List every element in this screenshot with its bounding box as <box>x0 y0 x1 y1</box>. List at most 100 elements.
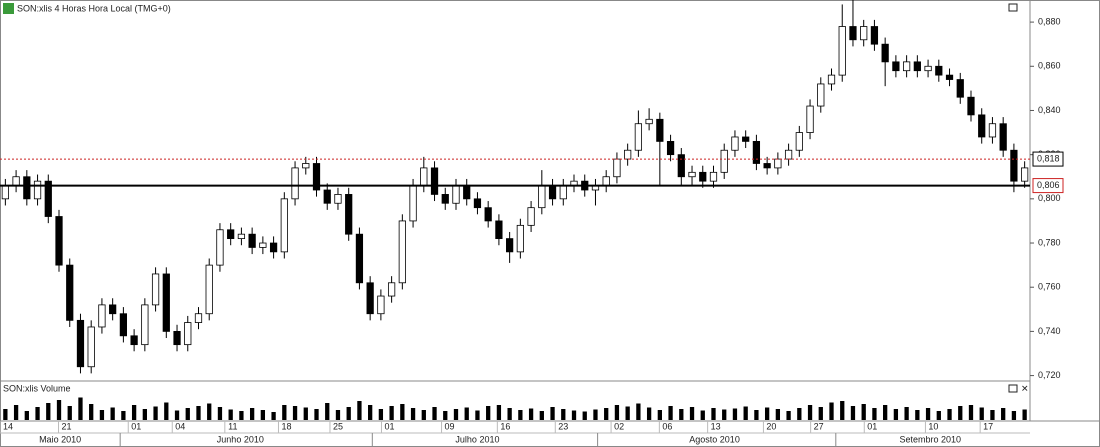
candle-body <box>76 319 85 368</box>
volume-bar <box>46 403 51 420</box>
x-tick-label: 23 <box>558 421 568 431</box>
candle-body <box>398 220 406 284</box>
volume-bar <box>947 409 952 420</box>
volume-bar <box>271 412 276 420</box>
volume-bar <box>56 400 62 420</box>
candle-body <box>87 326 95 368</box>
candle-body <box>184 322 192 346</box>
volume-bar <box>239 411 244 420</box>
candle-body <box>119 313 128 337</box>
volume-title: SON:xlis Volume <box>3 383 71 393</box>
candle-body <box>162 273 170 332</box>
volume-bar <box>764 407 770 420</box>
volume-bar <box>840 401 845 420</box>
candle-body <box>902 61 911 72</box>
candle-body <box>838 26 846 76</box>
candle-body <box>323 189 331 204</box>
candle-body <box>269 242 278 253</box>
volume-bar <box>368 405 373 420</box>
candle-body <box>849 26 857 41</box>
maximize-button[interactable] <box>1008 3 1018 12</box>
volume-bar <box>3 409 8 420</box>
candle-body <box>495 220 503 240</box>
candle-body <box>98 304 106 328</box>
candle-body <box>430 167 439 195</box>
candle-body <box>613 158 621 178</box>
candle-body <box>548 185 557 200</box>
volume-bar <box>915 410 920 420</box>
volume-bar <box>593 409 598 420</box>
candle-body <box>66 264 74 321</box>
candle-body <box>420 167 428 186</box>
level-label-box <box>1032 151 1064 167</box>
candle-body <box>827 74 836 85</box>
candle-body <box>12 176 20 186</box>
volume-bar <box>207 403 212 420</box>
candle-body <box>345 194 353 235</box>
candle-body <box>216 229 224 266</box>
volume-bar <box>646 407 652 420</box>
volume-bar <box>1001 408 1006 420</box>
x-tick-label: 27 <box>814 421 824 431</box>
volume-bar <box>325 403 330 420</box>
chart-title[interactable]: SON:xlis 4 Horas Hora Local (TMG+0) <box>17 3 171 13</box>
candle-body <box>387 282 396 297</box>
candle-body <box>1010 149 1018 182</box>
x-tick-label: 16 <box>500 421 510 431</box>
volume-bar <box>110 407 115 420</box>
candle-body <box>602 176 610 186</box>
candle-body <box>409 185 417 222</box>
volume-bar <box>486 406 491 420</box>
volume-bar <box>346 407 351 420</box>
volume-bar <box>475 410 480 420</box>
volume-bar <box>743 406 748 420</box>
volume-bar <box>421 410 426 420</box>
candle-body <box>634 123 643 151</box>
candle-body <box>624 149 632 160</box>
candle-body <box>205 264 213 315</box>
level-label: 0,806 <box>1037 180 1060 190</box>
volume-bar <box>518 410 523 420</box>
x-tick-label: 14 <box>3 421 13 431</box>
candle-body <box>280 198 288 253</box>
volume-bar <box>496 405 502 420</box>
volume-bar <box>872 408 877 420</box>
y-tick-label: 0,760 <box>1038 282 1061 292</box>
volume-bar <box>893 409 899 420</box>
volume-bar <box>378 409 384 420</box>
volume-bar <box>335 410 341 420</box>
volume-bar <box>282 405 287 420</box>
month-label: Maio 2010 <box>39 434 81 444</box>
volume-bar <box>13 405 19 420</box>
candle-body <box>130 335 138 346</box>
close-button[interactable]: ✕ <box>1021 383 1029 393</box>
candle-body <box>656 118 664 142</box>
maximize-button[interactable] <box>1008 384 1018 393</box>
x-tick-label: 09 <box>445 421 455 431</box>
volume-bar <box>410 408 416 420</box>
candle-body <box>795 132 803 151</box>
candle-body <box>666 140 675 156</box>
volume-bar <box>883 405 888 420</box>
candle-body <box>763 163 771 169</box>
volume-bar <box>142 409 147 420</box>
candle-body <box>935 65 943 76</box>
month-label: Setembro 2010 <box>899 434 961 444</box>
volume-bar <box>153 406 158 420</box>
x-tick-label: 18 <box>281 421 291 431</box>
candle-body <box>1 185 9 200</box>
volume-bar <box>990 410 995 420</box>
candle-body <box>742 136 750 142</box>
candle-body <box>452 185 460 204</box>
volume-bar <box>550 407 555 420</box>
candle-body <box>784 149 793 160</box>
volume-bar <box>829 402 834 420</box>
x-tick-label: 17 <box>983 421 993 431</box>
candle-body <box>527 207 535 226</box>
candle-body <box>23 176 31 200</box>
candle-body <box>473 198 482 209</box>
volume-bar <box>1022 409 1027 420</box>
volume-bar <box>700 410 705 420</box>
candle-body <box>1021 167 1029 182</box>
